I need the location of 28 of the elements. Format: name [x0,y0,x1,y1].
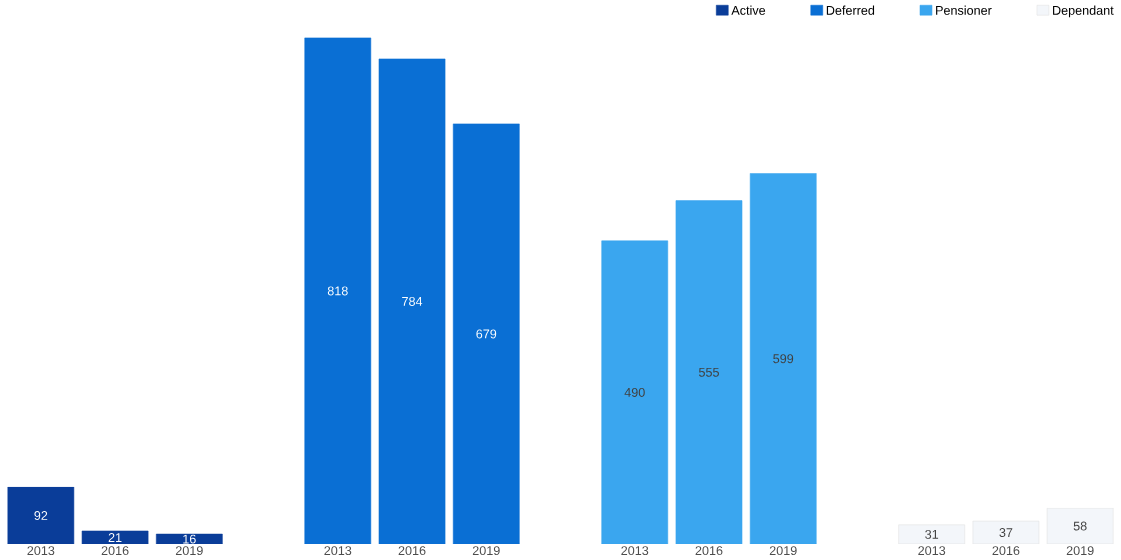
legend-label: Active [731,5,766,15]
data-label: 555 [698,368,719,377]
x-tick-label: 2013 [324,546,352,556]
data-label: 784 [402,297,423,307]
data-label: 37 [999,528,1013,538]
x-tick-label: 2016 [992,546,1020,556]
data-label: 21 [108,533,122,543]
legend-label: Deferred [826,5,875,15]
data-label: 818 [327,286,348,296]
x-tick-label: 2016 [695,546,723,556]
data-label: 58 [1073,521,1087,531]
x-tick-label: 2019 [1066,546,1094,556]
data-label: 16 [183,534,196,544]
x-tick-label: 2016 [398,546,426,556]
x-tick-label: 2019 [769,546,797,556]
data-label: 490 [624,388,645,398]
x-tick-label: 2013 [27,546,55,556]
legend-label: Pensioner [936,5,992,15]
data-label: 92 [34,511,48,521]
x-tick-label: 2019 [175,546,203,556]
data-label: 599 [773,354,794,364]
data-label: 31 [925,530,939,539]
x-tick-label: 2019 [472,546,500,556]
legend-label: Dependant [1053,5,1114,18]
x-tick-label: 2016 [101,546,129,556]
x-tick-label: 2013 [621,546,649,556]
data-label: 679 [476,329,497,339]
x-tick-label: 2013 [918,546,946,556]
